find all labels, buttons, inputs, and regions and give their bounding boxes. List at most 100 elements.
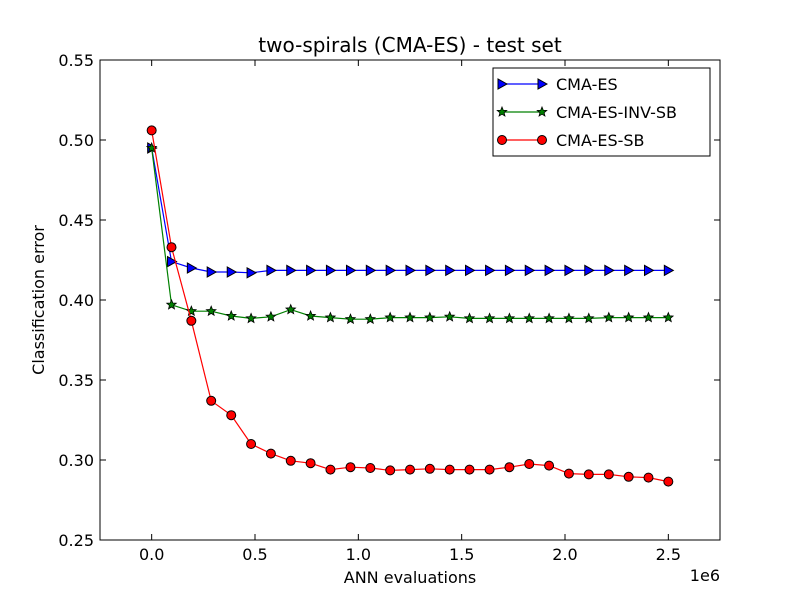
data-point [246, 439, 257, 449]
data-point [245, 312, 257, 324]
data-point [404, 311, 416, 323]
legend-item: CMA-ES [497, 75, 618, 94]
data-point [266, 264, 277, 277]
data-point [405, 464, 415, 475]
data-point [504, 264, 516, 277]
data-point [485, 264, 496, 277]
data-point [544, 264, 556, 277]
data-point [563, 312, 575, 324]
legend-label: CMA-ES-SB [556, 131, 645, 150]
x-offset-label: 1e6 [690, 566, 720, 585]
data-point [425, 264, 436, 277]
x-tick-label: 2.5 [656, 545, 681, 564]
series-cma-es-inv-sb [145, 141, 675, 325]
series-line [151, 147, 669, 274]
data-point [225, 309, 238, 321]
data-point [583, 469, 594, 480]
data-point [226, 266, 238, 278]
data-point [643, 264, 655, 277]
y-axis-label: Classification error [29, 225, 48, 375]
data-point [345, 264, 357, 277]
x-axis-label: ANN evaluations [344, 568, 476, 587]
data-point [385, 465, 396, 476]
data-point [325, 264, 337, 277]
data-point [524, 459, 535, 469]
legend-marker [497, 135, 507, 145]
data-point [543, 312, 555, 324]
data-point [604, 264, 615, 277]
data-point [445, 264, 456, 277]
data-point [365, 463, 376, 473]
data-point [165, 298, 178, 310]
data-point [662, 311, 675, 323]
data-point [463, 312, 476, 324]
data-point [603, 311, 615, 323]
data-point [286, 264, 297, 277]
series-line [151, 147, 669, 320]
data-point [624, 264, 635, 277]
data-point [424, 311, 436, 323]
legend-marker [536, 105, 548, 117]
data-point [265, 310, 277, 322]
data-point [205, 305, 217, 317]
data-point [246, 266, 258, 279]
data-point [465, 264, 476, 277]
data-point [364, 313, 377, 325]
data-point [226, 410, 237, 421]
data-point [523, 312, 536, 324]
legend-label: CMA-ES [556, 75, 618, 94]
data-point [324, 311, 337, 323]
series-cma-es [147, 142, 675, 279]
data-point [285, 455, 296, 466]
data-point [443, 310, 456, 322]
x-tick-label: 0.0 [139, 545, 164, 564]
legend-item: CMA-ES-INV-SB [496, 103, 677, 122]
data-point [464, 464, 475, 475]
data-point [643, 472, 654, 483]
data-point [504, 462, 515, 473]
series-layer [145, 125, 675, 487]
data-point [166, 242, 177, 253]
y-tick-label: 0.50 [58, 131, 94, 150]
y-tick-label: 0.30 [58, 451, 94, 470]
x-tick-label: 1.0 [346, 545, 371, 564]
x-axis: 0.0 0.5 1.0 1.5 2.0 2.5 [139, 60, 681, 564]
legend-label: CMA-ES-INV-SB [556, 103, 677, 122]
chart-title: two-spirals (CMA-ES) - test set [258, 33, 562, 57]
y-tick-label: 0.45 [58, 211, 94, 230]
y-tick-label: 0.25 [58, 531, 94, 550]
data-point [365, 264, 377, 277]
x-tick-label: 2.0 [552, 545, 577, 564]
data-point [483, 312, 496, 324]
x-tick-label: 1.5 [449, 545, 474, 564]
data-point [603, 469, 614, 480]
data-point [284, 303, 297, 315]
y-tick-label: 0.35 [58, 371, 94, 390]
legend-item: CMA-ES-SB [497, 131, 645, 150]
data-point [325, 464, 336, 475]
data-point [622, 311, 635, 323]
data-point [345, 462, 356, 473]
data-point [544, 460, 555, 471]
data-point [424, 463, 435, 474]
x-tick-label: 0.5 [242, 545, 267, 564]
series-line [151, 130, 669, 483]
y-tick-label: 0.40 [58, 291, 94, 310]
data-point [642, 311, 655, 323]
data-point [582, 312, 595, 324]
data-point [206, 395, 217, 406]
data-point [206, 266, 218, 278]
data-point [623, 471, 634, 482]
legend-marker [537, 78, 549, 90]
data-point [305, 458, 316, 469]
data-point [186, 262, 198, 274]
data-point [384, 311, 396, 323]
series-cma-es-sb [146, 125, 674, 487]
legend-marker [537, 135, 547, 145]
legend-marker [496, 105, 508, 117]
data-point [484, 464, 495, 475]
data-point [444, 464, 455, 475]
data-point [344, 313, 357, 325]
data-point [385, 264, 397, 277]
